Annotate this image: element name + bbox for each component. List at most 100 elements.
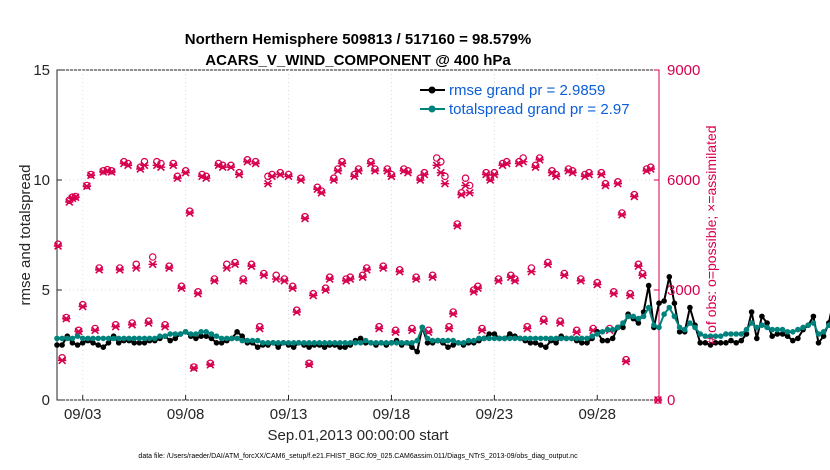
totalspread-data-point xyxy=(270,340,276,346)
totalspread-data-point xyxy=(666,304,673,311)
totalspread-data-point xyxy=(635,315,642,322)
legend-spread-marker xyxy=(428,105,436,113)
rmse-data-point xyxy=(784,333,791,340)
obs-possible-marker xyxy=(247,260,256,269)
rmse-data-point xyxy=(141,340,148,346)
y-tick-label: 10 xyxy=(33,172,50,189)
obs-possible-marker xyxy=(260,269,268,278)
obs-assimilated-marker xyxy=(370,166,380,175)
obs-assimilated-marker xyxy=(304,360,314,369)
rmse-data-point xyxy=(820,333,827,340)
rmse-data-point xyxy=(95,342,101,348)
obs-possible-marker xyxy=(255,322,264,331)
obs-possible-marker xyxy=(71,192,80,201)
obs-assimilated-marker xyxy=(613,179,623,188)
totalspread-data-point xyxy=(265,340,271,346)
series-lines xyxy=(54,274,830,355)
totalspread-data-point xyxy=(692,324,698,331)
obs-possible-marker xyxy=(428,271,437,280)
legend-rmse-label: rmse grand pr = 2.9859 xyxy=(449,82,605,99)
rmse-data-point xyxy=(414,348,421,355)
obs-assimilated-marker xyxy=(243,157,252,166)
rmse-data-point xyxy=(666,274,673,280)
obs-assimilated-marker xyxy=(115,265,124,274)
obs-assimilated-marker xyxy=(358,273,367,282)
obs-assimilated-marker xyxy=(276,170,285,179)
totalspread-data-point xyxy=(157,333,163,340)
totalspread-data-point xyxy=(815,331,822,337)
obs-possible-marker xyxy=(144,317,153,325)
totalspread-data-point xyxy=(105,335,112,342)
obs-possible-marker xyxy=(609,288,618,296)
totalspread-data-point xyxy=(810,320,817,326)
obs-assimilated-marker xyxy=(568,168,577,177)
totalspread-data-point xyxy=(203,329,209,335)
obs-assimilated-marker xyxy=(473,284,483,293)
obs-possible-marker xyxy=(202,172,211,181)
chart-title-line-2: ACARS_V_WIND_COMPONENT @ 400 hPa xyxy=(205,52,511,69)
obs-assimilated-marker xyxy=(379,264,388,272)
obs-assimilated-marker xyxy=(436,168,446,177)
x-axis: 09/03 09/08 09/13 09/18 09/23 09/28 xyxy=(64,406,616,423)
rmse-data-point xyxy=(687,304,693,311)
obs-possible-marker xyxy=(54,240,62,248)
totalspread-data-point xyxy=(74,333,81,340)
obs-possible-marker xyxy=(408,324,416,333)
obs-possible-marker xyxy=(276,168,285,177)
obs-assimilated-marker xyxy=(234,170,244,179)
x-tick-label: 09/08 xyxy=(167,406,205,423)
obs-assimilated-marker xyxy=(646,165,655,173)
obs-possible-marker xyxy=(185,207,194,215)
rmse-data-point xyxy=(743,331,750,337)
rmse-data-point xyxy=(754,335,760,342)
totalspread-data-point xyxy=(234,335,240,342)
obs-possible-marker xyxy=(576,275,585,283)
totalspread-data-point xyxy=(697,331,703,337)
rmse-data-point xyxy=(321,344,328,351)
totalspread-data-point xyxy=(455,340,462,346)
obs-assimilated-marker xyxy=(444,324,454,333)
rmse-data-point xyxy=(193,335,199,342)
totalspread-data-point xyxy=(507,335,513,342)
rmse-data-point xyxy=(795,335,801,342)
obs-assimilated-marker xyxy=(292,308,301,316)
obs-assimilated-marker xyxy=(111,322,120,331)
obs-assimilated-marker xyxy=(621,357,631,366)
totalspread-data-point xyxy=(661,311,667,318)
rmse-data-point xyxy=(254,344,261,351)
obs-assimilated-marker xyxy=(160,322,170,331)
totalspread-data-point xyxy=(790,329,796,335)
rmse-data-point xyxy=(733,340,739,346)
obs-assimilated-marker xyxy=(535,155,544,164)
obs-possible-marker xyxy=(474,282,482,291)
obs-possible-marker xyxy=(301,212,309,221)
obs-assimilated-marker xyxy=(420,170,429,179)
rmse-data-point xyxy=(702,340,709,346)
rmse-data-point xyxy=(790,337,796,344)
rmse-data-point xyxy=(507,331,513,337)
obs-possible-marker xyxy=(420,168,429,177)
totalspread-data-point xyxy=(656,324,662,331)
obs-possible-marker xyxy=(601,179,610,188)
obs-possible-marker xyxy=(552,170,560,179)
totalspread-data-point xyxy=(471,337,477,344)
obs-assimilated-marker xyxy=(609,289,618,298)
totalspread-data-point xyxy=(357,340,364,346)
obs-assimilated-marker xyxy=(82,182,92,191)
obs-possible-marker xyxy=(87,170,95,179)
obs-possible-marker xyxy=(292,306,301,314)
obs-possible-marker xyxy=(511,275,519,283)
rmse-data-point xyxy=(717,340,724,346)
totalspread-data-point xyxy=(687,320,693,326)
obs-count-markers xyxy=(53,154,663,404)
obs-assimilated-marker xyxy=(387,172,396,181)
obs-assimilated-marker xyxy=(296,176,306,184)
totalspread-data-point xyxy=(306,340,312,346)
obs-assimilated-marker xyxy=(543,260,553,269)
rmse-data-point xyxy=(208,335,215,342)
obs-assimilated-marker xyxy=(177,284,186,293)
totalspread-data-point xyxy=(141,335,148,342)
obs-assimilated-marker xyxy=(416,176,425,184)
rmse-data-point xyxy=(69,340,76,346)
